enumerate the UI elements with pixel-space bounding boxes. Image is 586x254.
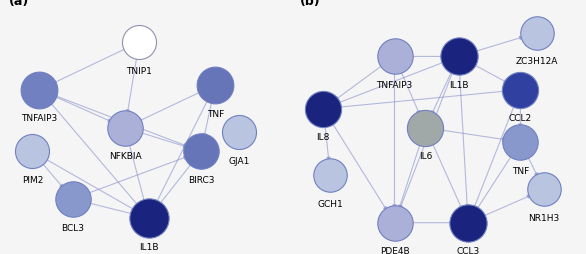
Text: IL1B: IL1B <box>139 242 158 251</box>
Point <box>532 31 541 36</box>
Text: GCH1: GCH1 <box>318 199 343 208</box>
Point <box>135 41 144 45</box>
Text: CCL2: CCL2 <box>509 114 532 123</box>
Point <box>421 126 430 130</box>
Text: PDE4B: PDE4B <box>380 246 410 254</box>
Text: NR1H3: NR1H3 <box>529 213 560 222</box>
Point <box>516 88 525 92</box>
Point <box>390 55 399 59</box>
Point <box>234 131 244 135</box>
Point <box>540 188 549 192</box>
Text: CCL3: CCL3 <box>456 246 480 254</box>
Text: BCL3: BCL3 <box>61 223 84 232</box>
Point <box>196 150 206 154</box>
Point <box>28 150 37 154</box>
Point <box>390 221 399 225</box>
Text: TNFAIP3: TNFAIP3 <box>376 81 413 90</box>
Text: IL6: IL6 <box>419 152 432 161</box>
Point <box>120 126 130 130</box>
Point <box>326 173 335 178</box>
Text: NFKBIA: NFKBIA <box>108 152 141 161</box>
Point <box>210 84 220 88</box>
Point <box>454 55 464 59</box>
Text: PIM2: PIM2 <box>22 176 43 184</box>
Text: IL1B: IL1B <box>449 81 468 90</box>
Text: TNFAIP3: TNFAIP3 <box>21 114 57 123</box>
Point <box>144 216 154 220</box>
Text: TNIP1: TNIP1 <box>127 67 152 76</box>
Text: TNF: TNF <box>512 166 529 175</box>
Text: IL8: IL8 <box>316 133 330 142</box>
Text: BIRC3: BIRC3 <box>188 176 214 184</box>
Text: GJA1: GJA1 <box>229 156 250 166</box>
Point <box>35 88 44 92</box>
Point <box>68 197 77 201</box>
Text: (b): (b) <box>299 0 320 8</box>
Point <box>464 221 473 225</box>
Text: ZC3H12A: ZC3H12A <box>516 57 558 66</box>
Text: TNF: TNF <box>207 109 224 118</box>
Point <box>516 140 525 145</box>
Text: (a): (a) <box>9 0 29 8</box>
Point <box>319 107 328 111</box>
